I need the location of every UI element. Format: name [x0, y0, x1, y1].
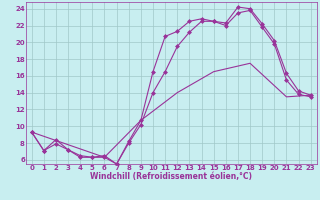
X-axis label: Windchill (Refroidissement éolien,°C): Windchill (Refroidissement éolien,°C) [90, 172, 252, 181]
